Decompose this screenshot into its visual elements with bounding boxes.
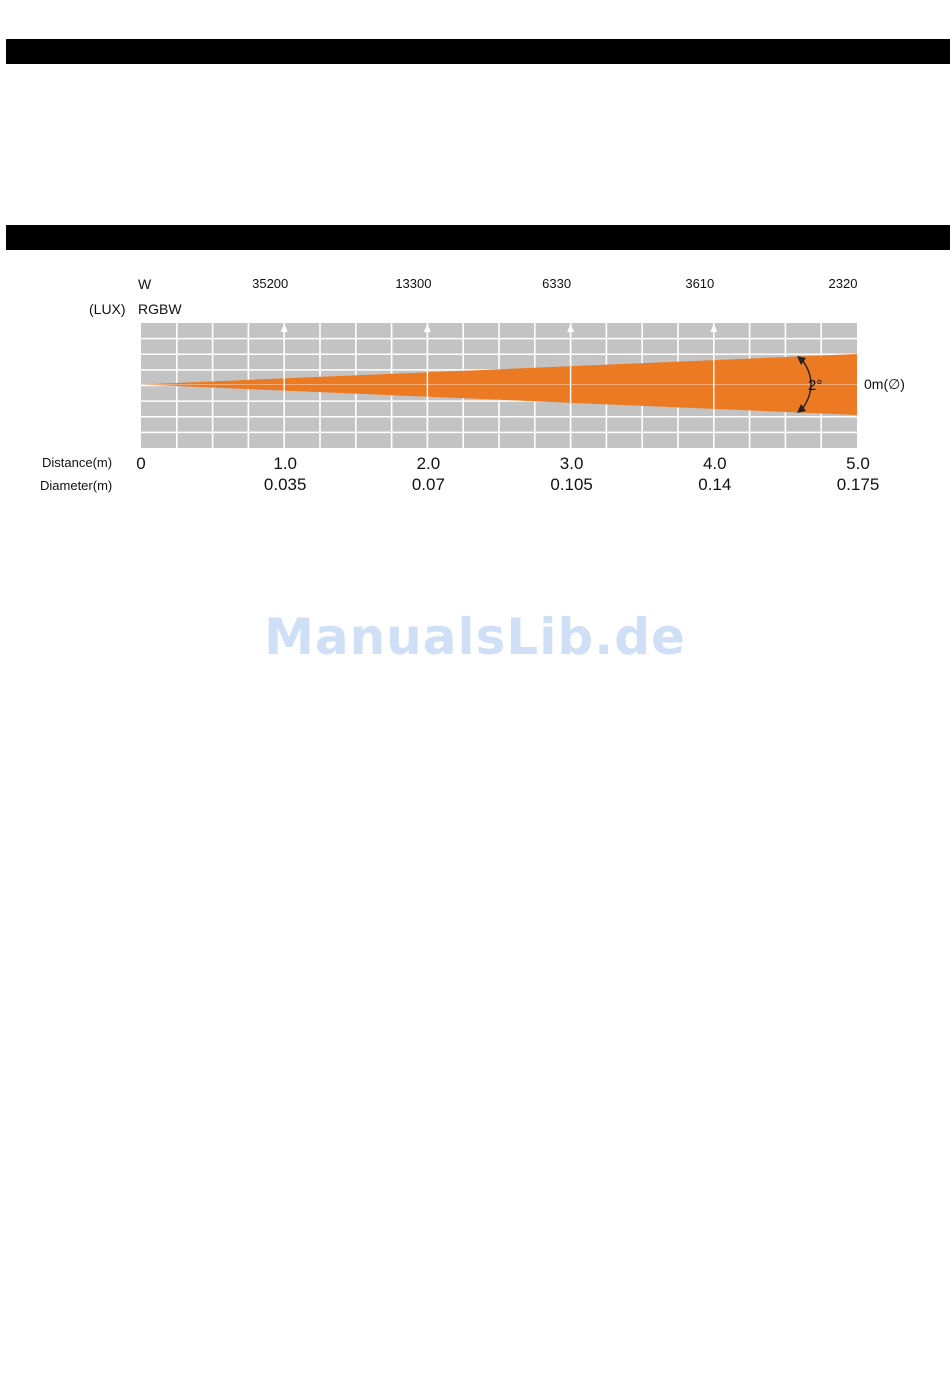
spot-diameter-label: 0m(∅) — [864, 376, 905, 392]
beam-angle-arrowhead-top — [797, 356, 806, 365]
distance-origin: 0 — [136, 454, 146, 473]
diameter-value: 0.105 — [550, 475, 593, 494]
diameter-label: Diameter(m) — [40, 478, 113, 493]
diameter-value: 0.175 — [836, 475, 880, 494]
lux-value: 3610 — [685, 276, 715, 291]
beam-chart — [141, 323, 857, 448]
lux-value: 2320 — [828, 276, 858, 291]
distance-value: 5.0 — [846, 454, 870, 473]
distance-value: 2.0 — [416, 454, 441, 473]
distance-arrow-head — [567, 324, 575, 332]
diameter-value: 0.07 — [411, 475, 445, 494]
lux-value: 35200 — [252, 276, 289, 291]
section-header-bar — [6, 39, 950, 64]
distance-value: 1.0 — [273, 454, 298, 473]
distance-arrow-head — [280, 324, 288, 332]
distance-arrow-head — [423, 324, 431, 332]
beam-angle-arrowhead-bottom — [797, 404, 806, 413]
distance-label: Distance(m) — [42, 455, 113, 470]
lux-value: 6330 — [542, 276, 572, 291]
distance-arrow-head — [710, 324, 718, 332]
diameter-value: 0.035 — [263, 475, 307, 494]
watermark: ManualsLib.de — [264, 608, 686, 666]
distance-value: 3.0 — [559, 454, 584, 473]
section-header-bar — [6, 225, 950, 250]
lux-value: 13300 — [395, 276, 432, 291]
diameter-value: 0.14 — [698, 475, 732, 494]
row-label-rgbw: RGBW — [138, 301, 182, 317]
distance-value: 4.0 — [702, 454, 727, 473]
beam-angle-arc — [799, 356, 812, 413]
row-label-unit: (LUX) — [89, 301, 126, 317]
row-label-white: W — [138, 276, 152, 292]
beam-angle-label: 2° — [808, 377, 823, 394]
